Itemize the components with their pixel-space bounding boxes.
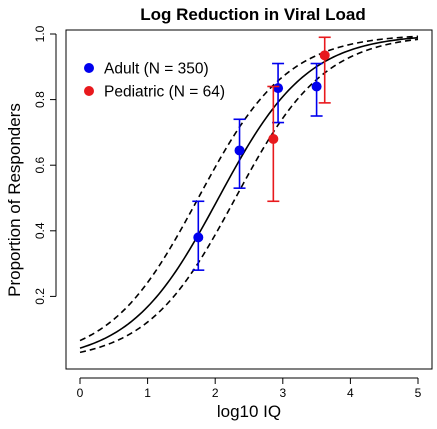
data-points [192, 36, 331, 271]
data-point [319, 50, 330, 61]
data-point [273, 83, 284, 94]
x-tick-label: 2 [212, 386, 219, 400]
y-axis-title: Proportion of Responders [5, 103, 24, 297]
legend: Adult (N = 350) Pediatric (N = 64) [84, 61, 225, 101]
x-axis-title: log10 IQ [217, 402, 281, 421]
legend-label: Pediatric (N = 64) [104, 84, 225, 101]
data-point [193, 232, 204, 243]
plot-frame [65, 29, 433, 370]
upper-confidence-curve [79, 35, 419, 342]
chart-title: Log Reduction in Viral Load [140, 5, 365, 24]
fit-curve [79, 36, 419, 349]
fit-curves [79, 35, 419, 354]
y-tick-label: 0.4 [33, 222, 47, 239]
legend-marker [84, 86, 94, 96]
lower-confidence-curve [79, 38, 419, 354]
legend-label: Adult (N = 350) [104, 61, 209, 78]
x-tick-label: 4 [347, 386, 354, 400]
legend-marker [84, 63, 94, 73]
x-tick-label: 3 [279, 386, 286, 400]
x-tick-label: 1 [144, 386, 151, 400]
x-tick-label: 0 [77, 386, 84, 400]
y-tick-label: 0.8 [33, 91, 47, 108]
data-point [268, 133, 279, 144]
data-point [234, 145, 245, 156]
y-tick-label: 1.0 [33, 25, 47, 42]
y-axis: 0.2 0.4 0.6 0.8 1.0 [33, 25, 57, 305]
x-tick-label: 5 [415, 386, 422, 400]
y-tick-label: 0.2 [33, 288, 47, 305]
y-tick-label: 0.6 [33, 157, 47, 174]
x-axis: 0 1 2 3 4 5 [77, 377, 422, 400]
data-point [311, 81, 322, 92]
